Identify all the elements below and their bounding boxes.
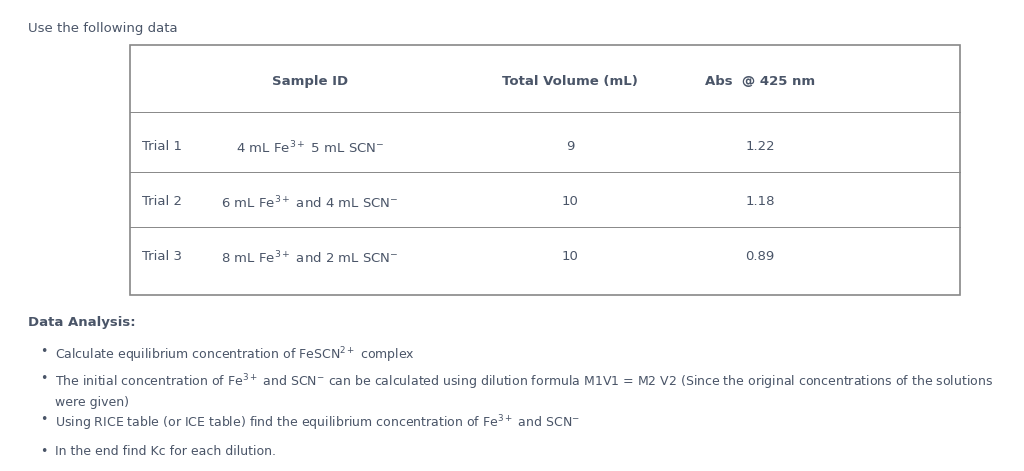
Text: 1.18: 1.18: [745, 195, 775, 208]
Text: 6 mL Fe$^{3+}$ and 4 mL SCN$^{-}$: 6 mL Fe$^{3+}$ and 4 mL SCN$^{-}$: [221, 195, 398, 211]
Text: 10: 10: [561, 250, 579, 263]
Text: In the end find Kc for each dilution.: In the end find Kc for each dilution.: [55, 445, 276, 458]
Text: 10: 10: [561, 195, 579, 208]
Text: 0.89: 0.89: [745, 250, 774, 263]
Text: •: •: [40, 413, 47, 426]
Text: Using RICE table (or ICE table) find the equilibrium concentration of Fe$^{3+}$ : Using RICE table (or ICE table) find the…: [55, 413, 580, 432]
Text: Calculate equilibrium concentration of FeSCN$^{2+}$ complex: Calculate equilibrium concentration of F…: [55, 345, 415, 365]
Text: 4 mL Fe$^{3+}$ 5 mL SCN$^{-}$: 4 mL Fe$^{3+}$ 5 mL SCN$^{-}$: [236, 140, 384, 156]
Text: •: •: [40, 372, 47, 385]
Text: Total Volume (mL): Total Volume (mL): [502, 75, 638, 88]
Text: Sample ID: Sample ID: [272, 75, 348, 88]
Text: Use the following data: Use the following data: [28, 22, 177, 35]
Text: Trial 1: Trial 1: [142, 140, 182, 153]
Text: Trial 3: Trial 3: [142, 250, 182, 263]
Text: The initial concentration of Fe$^{3+}$ and SCN$^{-}$ can be calculated using dil: The initial concentration of Fe$^{3+}$ a…: [55, 372, 993, 409]
Text: Data Analysis:: Data Analysis:: [28, 316, 135, 329]
Text: 8 mL Fe$^{3+}$ and 2 mL SCN$^{-}$: 8 mL Fe$^{3+}$ and 2 mL SCN$^{-}$: [221, 250, 398, 267]
Text: •: •: [40, 445, 47, 458]
Text: Abs  @ 425 nm: Abs @ 425 nm: [705, 75, 815, 88]
Text: •: •: [40, 345, 47, 358]
Text: 1.22: 1.22: [745, 140, 775, 153]
Bar: [130, 45, 961, 295]
Text: Trial 2: Trial 2: [142, 195, 182, 208]
Text: 9: 9: [566, 140, 574, 153]
